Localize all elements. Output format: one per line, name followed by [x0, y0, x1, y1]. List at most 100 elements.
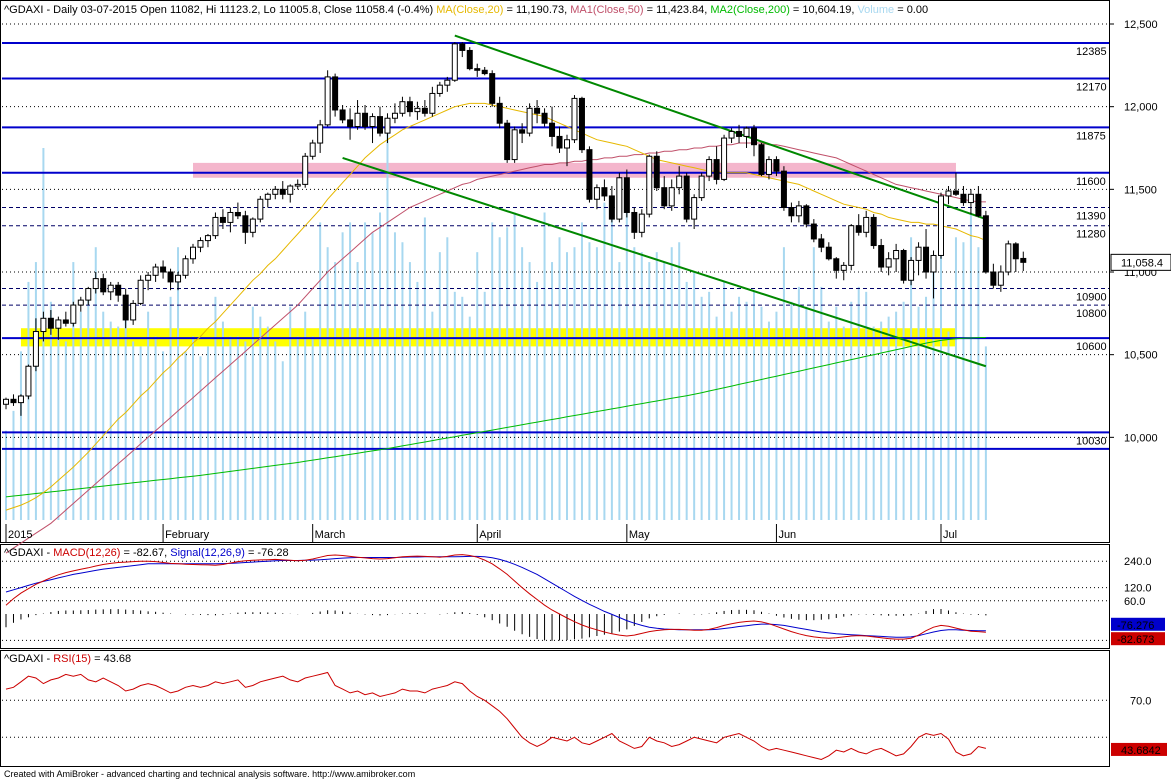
ma20-line	[5, 102, 987, 511]
candle-body	[444, 79, 451, 86]
candle-body	[601, 187, 608, 197]
y-tick-label: 10,500	[1124, 350, 1158, 362]
footer-credit: Created with AmiBroker - advanced charti…	[4, 769, 415, 779]
volume-bar	[730, 311, 733, 520]
volume-bar	[513, 212, 516, 521]
highlight-zone-0	[193, 162, 956, 178]
candle	[1012, 242, 1019, 272]
candle	[541, 108, 548, 127]
macd-readout: -82.673	[1117, 634, 1154, 646]
volume-bar	[229, 336, 232, 520]
ma200-value: = 10,604.19,	[790, 4, 858, 16]
candle-body	[653, 155, 660, 189]
candle	[990, 263, 997, 289]
candle	[519, 123, 526, 144]
volume-bar	[476, 252, 479, 520]
rsi-line	[5, 671, 987, 761]
volume-bar	[124, 306, 127, 520]
volume-bar	[72, 262, 75, 520]
volume-bar	[962, 242, 965, 521]
candle-body	[466, 49, 473, 70]
candle	[481, 66, 488, 76]
volume-bar	[57, 326, 60, 520]
volume-bar	[408, 262, 411, 520]
candle-body	[234, 211, 241, 217]
volume-bar	[932, 272, 935, 520]
ma20-value: = 11,190.73,	[503, 4, 570, 16]
candle	[32, 318, 39, 372]
ma200-line	[5, 337, 986, 498]
candle-body	[339, 109, 346, 121]
volume-bar	[311, 336, 314, 520]
candle-body	[436, 84, 443, 94]
candle	[646, 154, 653, 218]
trend-channel-line-1	[342, 156, 987, 368]
candle	[930, 250, 937, 299]
candle	[272, 186, 279, 200]
volume-bar	[827, 321, 830, 520]
volume-bar	[341, 232, 344, 520]
candle	[683, 172, 690, 223]
candle-body	[1005, 243, 1012, 273]
volume-bar	[543, 212, 546, 521]
volume-bar	[797, 286, 800, 520]
candle-body	[17, 395, 24, 404]
candle	[1020, 251, 1027, 272]
volume-bar	[700, 296, 703, 520]
candle-body	[332, 76, 339, 111]
candle-body	[564, 139, 570, 149]
y-tick-label: 10,000	[1124, 432, 1158, 444]
candle	[212, 212, 219, 239]
candle-body	[1012, 243, 1019, 260]
candle	[3, 397, 9, 410]
candle-body	[534, 107, 541, 114]
candle-body	[556, 135, 563, 149]
candle	[204, 233, 211, 248]
volume-bar	[745, 301, 748, 520]
ohlc-description: - Daily 03-07-2015 Open 11082, Hi 11123.…	[43, 4, 436, 16]
candle	[444, 76, 451, 92]
candle-body	[586, 149, 593, 200]
candle-body	[62, 319, 69, 324]
volume-bar	[842, 326, 845, 520]
signal-readout-box	[1111, 617, 1165, 631]
candle-body	[578, 97, 585, 151]
volume-bar	[887, 316, 890, 520]
candle	[795, 200, 802, 223]
volume-bar	[566, 252, 568, 520]
candle-body	[197, 240, 204, 248]
volume-bar	[767, 321, 770, 520]
candle-body	[92, 278, 99, 290]
candle-body	[504, 122, 511, 161]
candle	[780, 166, 787, 211]
candle-body	[885, 258, 892, 268]
candle-body	[122, 294, 129, 321]
volume-bar	[221, 321, 224, 520]
volume-bar	[393, 232, 396, 520]
candle-body	[915, 246, 922, 261]
candle	[264, 192, 271, 208]
candle	[743, 126, 750, 148]
candle	[691, 194, 698, 230]
candle-body	[930, 254, 937, 273]
candle	[152, 263, 159, 282]
candle	[257, 195, 264, 223]
volume-bar	[588, 242, 591, 521]
candle-body	[646, 155, 653, 215]
macd-symbol: ^GDAXI	[4, 547, 43, 559]
volume-bar	[708, 291, 711, 520]
candle	[863, 210, 870, 238]
volume-bar	[603, 202, 606, 520]
candle	[728, 128, 735, 144]
candle-body	[863, 216, 870, 233]
volume-bar	[670, 247, 673, 520]
candle-body	[100, 278, 107, 293]
candle	[706, 156, 713, 182]
volume-bar	[865, 291, 868, 520]
candle-body	[728, 130, 735, 139]
ma50-label: MA1(Close,50)	[570, 4, 643, 16]
candle-body	[317, 124, 324, 144]
volume-bar	[925, 296, 928, 520]
volume-bar	[274, 341, 277, 520]
volume-bar	[820, 286, 823, 520]
